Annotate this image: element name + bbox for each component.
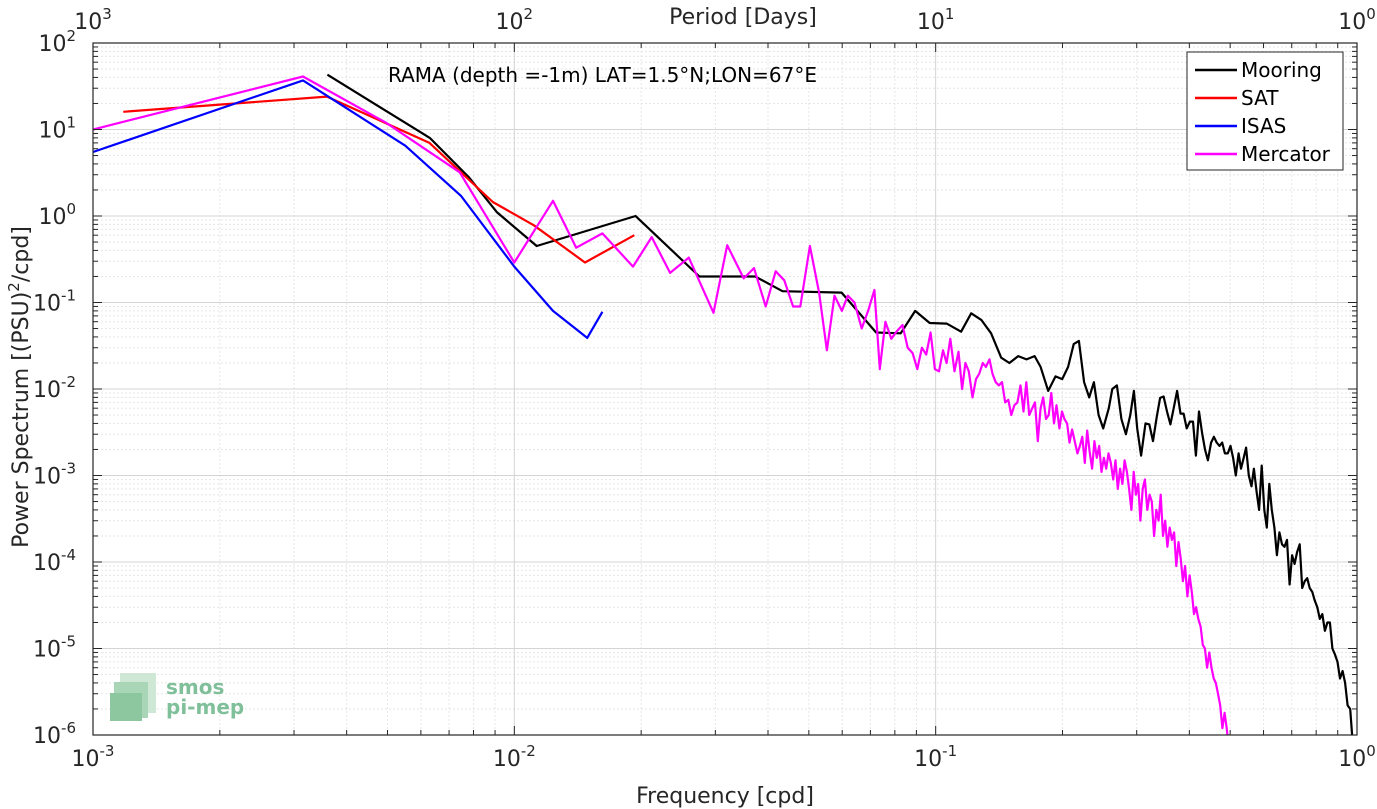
y-tick-label-exp: -1 bbox=[61, 287, 76, 305]
x-tick-label: 100 bbox=[1338, 742, 1376, 772]
y-axis-label: Power Spectrum [(PSU)2/cpd] bbox=[5, 226, 34, 548]
top-tick-label-base: 10 bbox=[917, 10, 945, 35]
legend-label-sat: SAT bbox=[1241, 86, 1279, 110]
y-tick-label: 10-2 bbox=[33, 373, 76, 403]
legend-label-isas: ISAS bbox=[1241, 114, 1286, 138]
top-tick-label-base: 10 bbox=[74, 10, 102, 35]
series-line-mooring bbox=[326, 73, 1354, 735]
logo-mark-front bbox=[110, 693, 142, 721]
top-tick-label-base: 10 bbox=[496, 10, 524, 35]
series-line-mercator bbox=[93, 75, 1229, 735]
series-line-sat bbox=[123, 95, 635, 264]
y-tick-label: 10-4 bbox=[33, 546, 76, 576]
x-tick-label-base: 10 bbox=[1338, 747, 1366, 772]
minor-grid bbox=[93, 43, 1357, 735]
y-tick-label-base: 10 bbox=[38, 32, 66, 57]
top-tick-label: 100 bbox=[1338, 5, 1376, 35]
y-tick-label: 10-1 bbox=[33, 287, 76, 317]
y-tick-label: 10-6 bbox=[33, 719, 76, 749]
x-tick-label-base: 10 bbox=[72, 747, 100, 772]
legend-label-mooring: Mooring bbox=[1241, 58, 1322, 82]
y-tick-label-exp: -4 bbox=[61, 546, 76, 564]
y-tick-label: 101 bbox=[38, 114, 76, 144]
y-axis-label-sup: 2 bbox=[5, 282, 23, 292]
top-axis-label: Period [Days] bbox=[669, 5, 817, 30]
y-tick-label-base: 10 bbox=[33, 378, 61, 403]
top-tick-label-exp: 0 bbox=[1366, 5, 1376, 23]
legend-label-mercator: Mercator bbox=[1241, 142, 1331, 166]
chart-annotation: RAMA (depth =-1m) LAT=1.5°N;LON=67°E bbox=[388, 63, 817, 87]
logo-text-pimep: pi-mep bbox=[166, 695, 244, 719]
x-tick-label-exp: -2 bbox=[521, 742, 536, 760]
x-axis-label: Frequency [cpd] bbox=[636, 784, 814, 809]
x-tick-label: 10-1 bbox=[914, 742, 957, 772]
legend: Mooring SAT ISAS Mercator bbox=[1186, 51, 1344, 171]
x-tick-label-exp: -1 bbox=[942, 742, 957, 760]
y-tick-label-exp: -3 bbox=[61, 460, 76, 478]
plot-series bbox=[93, 73, 1354, 735]
y-tick-label: 100 bbox=[38, 200, 76, 230]
y-tick-label: 10-5 bbox=[33, 633, 76, 663]
y-tick-label-exp: 2 bbox=[66, 27, 76, 45]
y-axis-label-tail: /cpd] bbox=[9, 226, 34, 282]
series-line-isas bbox=[93, 79, 604, 339]
y-tick-label-base: 10 bbox=[33, 638, 61, 663]
x-tick-label-base: 10 bbox=[493, 747, 521, 772]
smos-logo: smos pi-mep bbox=[110, 673, 244, 721]
y-axis-label-main: Power Spectrum [(PSU) bbox=[9, 292, 34, 548]
y-tick-label-exp: -6 bbox=[61, 719, 76, 737]
top-tick-label-exp: 3 bbox=[102, 5, 112, 23]
y-tick-label: 10-3 bbox=[33, 460, 76, 490]
y-tick-label-base: 10 bbox=[38, 205, 66, 230]
y-tick-label-base: 10 bbox=[38, 119, 66, 144]
top-tick-label-base: 10 bbox=[1338, 10, 1366, 35]
y-tick-label-base: 10 bbox=[33, 724, 61, 749]
y-tick-label-exp: -2 bbox=[61, 373, 76, 391]
y-tick-label-exp: 0 bbox=[66, 200, 76, 218]
x-tick-label-base: 10 bbox=[914, 747, 942, 772]
y-tick-label-base: 10 bbox=[33, 551, 61, 576]
y-tick-label-base: 10 bbox=[33, 292, 61, 317]
major-grid bbox=[92, 42, 1358, 736]
x-tick-label: 10-2 bbox=[493, 742, 536, 772]
top-tick-label: 102 bbox=[496, 5, 534, 35]
x-tick-label-exp: -3 bbox=[100, 742, 115, 760]
x-tick-label: 10-3 bbox=[72, 742, 115, 772]
top-tick-label: 103 bbox=[74, 5, 112, 35]
logo-text-smos: smos bbox=[166, 675, 224, 699]
y-tick-label-base: 10 bbox=[33, 465, 61, 490]
axis-ticks bbox=[92, 42, 1358, 736]
y-tick-label-exp: -5 bbox=[61, 633, 76, 651]
top-tick-label: 101 bbox=[917, 5, 955, 35]
top-tick-label-exp: 2 bbox=[524, 5, 534, 23]
x-tick-label-exp: 0 bbox=[1366, 742, 1376, 760]
y-tick-label: 102 bbox=[38, 27, 76, 57]
top-tick-label-exp: 1 bbox=[945, 5, 955, 23]
y-tick-label-exp: 1 bbox=[66, 114, 76, 132]
legend-box bbox=[1186, 51, 1344, 171]
